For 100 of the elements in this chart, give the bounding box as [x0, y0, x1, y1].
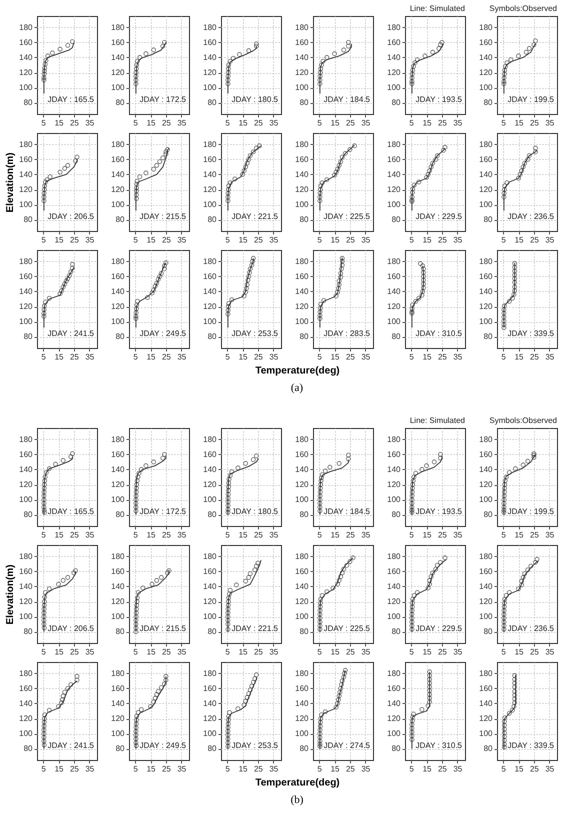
x-tick-label: 5: [317, 352, 322, 362]
point: [502, 738, 507, 743]
y-tick-label: 160: [387, 272, 402, 281]
point: [318, 306, 323, 310]
y-tick-label: 180: [295, 256, 310, 266]
y-tick-label: 80: [484, 98, 494, 108]
point: [236, 706, 240, 712]
point: [249, 684, 254, 689]
annotation: JDAY : 199.5: [508, 95, 555, 104]
x-tick-label: 15: [330, 530, 340, 540]
point: [226, 187, 231, 192]
point: [42, 497, 46, 502]
y-tick-label: 160: [111, 684, 126, 693]
point: [533, 38, 538, 44]
point: [502, 726, 507, 732]
y-tick-label: 160: [203, 684, 218, 693]
point: [226, 595, 232, 600]
y-tick-label: 140: [387, 464, 402, 474]
point: [226, 492, 231, 497]
point: [410, 612, 414, 617]
point: [336, 461, 342, 466]
y-tick-label: 100: [479, 317, 494, 326]
x-axis-title: Temperature(deg): [255, 778, 340, 788]
point: [412, 182, 417, 188]
x-tick-label: 25: [162, 118, 172, 128]
annotation: JDAY : 229.5: [416, 212, 463, 221]
x-tick-label: 25: [254, 530, 264, 540]
point: [246, 48, 252, 54]
annotation: JDAY : 241.5: [48, 329, 95, 338]
point: [318, 187, 323, 192]
y-tick-label: 160: [479, 450, 494, 459]
point: [234, 582, 239, 588]
point: [226, 610, 230, 616]
text: (b): [290, 794, 304, 806]
y-tick-label: 120: [19, 480, 34, 490]
point: [246, 691, 252, 696]
point: [134, 721, 139, 726]
y-tick-label: 160: [19, 38, 34, 47]
point: [318, 70, 323, 75]
x-tick-label: 25: [162, 236, 172, 244]
x-tick-label: 15: [146, 648, 156, 656]
point: [318, 734, 322, 740]
x-tick-label: 15: [330, 352, 340, 362]
point: [136, 710, 141, 715]
point: [226, 599, 231, 604]
point: [244, 286, 249, 291]
point: [410, 194, 414, 200]
point: [346, 452, 351, 458]
y-tick-label: 100: [203, 317, 218, 326]
point: [150, 582, 154, 587]
annotation: JDAY : 193.5: [416, 95, 463, 104]
point: [318, 508, 322, 514]
annotation: JDAY : 236.5: [508, 212, 555, 221]
x-tick-label: 35: [85, 648, 95, 656]
point: [342, 150, 348, 156]
y-tick-label: 160: [19, 154, 34, 164]
point: [319, 712, 324, 718]
point: [410, 616, 414, 621]
point: [42, 610, 46, 616]
x-tick-label: 35: [453, 648, 463, 656]
point: [410, 722, 414, 727]
point: [318, 500, 322, 506]
point: [134, 740, 138, 746]
point: [226, 606, 230, 612]
point: [512, 700, 518, 706]
y-tick-label: 100: [479, 495, 494, 504]
x-tick-label: 5: [133, 764, 138, 774]
point: [151, 166, 156, 172]
x-tick-label: 5: [133, 530, 138, 540]
point: [410, 737, 414, 742]
point: [318, 504, 322, 510]
point: [427, 680, 432, 686]
point: [243, 164, 248, 170]
y-tick-label: 140: [479, 464, 494, 474]
y-tick-label: 120: [203, 480, 218, 490]
x-tick-label: 5: [41, 648, 46, 656]
point: [427, 676, 432, 682]
y-tick-label: 120: [479, 302, 494, 312]
x-tick-label: 15: [146, 352, 156, 362]
point: [318, 490, 323, 494]
point: [140, 586, 146, 590]
point: [134, 70, 138, 75]
point: [318, 727, 322, 732]
point: [250, 457, 256, 462]
x-tick-label: 35: [85, 236, 95, 244]
y-tick-label: 80: [300, 510, 310, 520]
y-tick-label: 80: [392, 744, 402, 754]
point: [502, 504, 506, 510]
y-tick-label: 180: [479, 256, 494, 266]
y-tick-label: 100: [387, 200, 402, 210]
point: [522, 160, 528, 166]
point: [226, 744, 230, 749]
point: [318, 478, 324, 484]
x-tick-label: 5: [317, 118, 322, 128]
x-tick-label: 35: [361, 648, 371, 656]
point: [226, 740, 230, 746]
point: [430, 570, 436, 576]
point: [42, 734, 46, 740]
y-tick-label: 100: [19, 612, 34, 622]
point: [134, 618, 138, 623]
